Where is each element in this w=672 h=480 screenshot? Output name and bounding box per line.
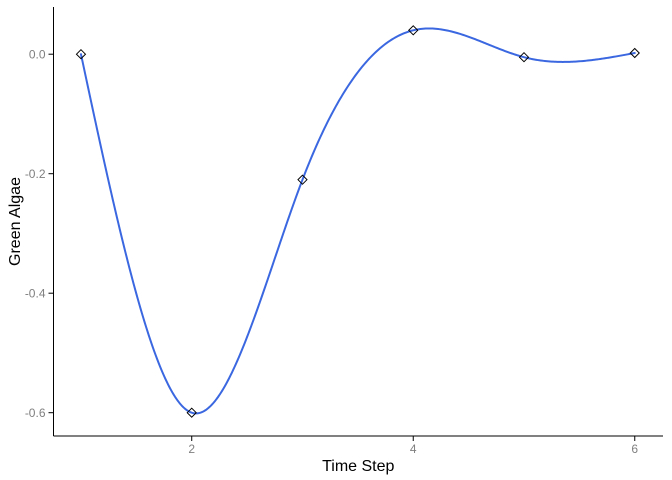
y-tick-label: -0.4 [25,286,46,300]
y-tick-label: -0.2 [25,167,46,181]
x-axis-ticks: 2 4 6 [188,436,638,456]
data-point-marker [408,25,419,36]
series-line [79,27,636,415]
data-point-marker [297,174,308,185]
data-point-markers [75,25,640,418]
data-point-marker [629,47,640,59]
y-tick-label: 0.0 [29,47,46,61]
data-point-marker [186,407,197,418]
data-point-marker [518,51,530,63]
y-tick-label: -0.6 [25,406,46,420]
axes: 0.0 -0.2 -0.4 -0.6 2 4 6 [25,7,663,456]
x-tick-label: 4 [410,442,417,456]
x-axis-title: Time Step [322,458,394,475]
y-axis-title: Green Algae [7,177,24,266]
data-point-marker [75,48,87,60]
x-tick-label: 2 [188,442,195,456]
x-tick-label: 6 [631,442,638,456]
y-axis-ticks: 0.0 -0.2 -0.4 -0.6 [25,47,54,420]
